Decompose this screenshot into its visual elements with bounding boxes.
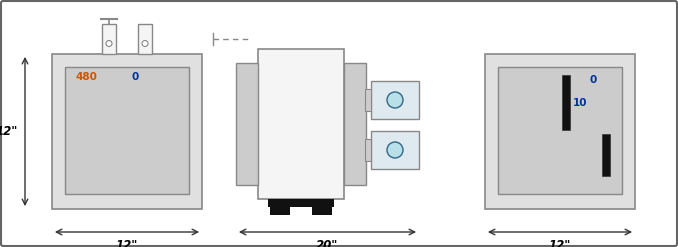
Bar [371, 131, 419, 169]
Text: 20": 20" [317, 239, 339, 247]
Text: 12": 12" [549, 239, 571, 247]
Bar [562, 75, 570, 130]
Text: 12": 12" [116, 239, 138, 247]
Circle shape [387, 142, 403, 158]
Circle shape [142, 41, 148, 46]
Bar [312, 207, 332, 215]
Circle shape [106, 41, 112, 46]
Text: 12": 12" [0, 125, 18, 138]
Bar [485, 54, 635, 209]
Bar [498, 67, 622, 194]
Text: 10: 10 [573, 98, 588, 108]
Bar [138, 24, 152, 54]
Bar [344, 63, 366, 185]
Bar [365, 89, 371, 111]
Bar [102, 24, 116, 54]
Circle shape [387, 92, 403, 108]
Bar [52, 54, 202, 209]
Bar [258, 49, 344, 199]
Bar [236, 63, 258, 185]
Bar [365, 139, 371, 161]
Bar [371, 81, 419, 119]
Text: 0: 0 [590, 75, 597, 85]
Bar [602, 134, 610, 176]
Text: 480: 480 [75, 72, 97, 82]
Bar [65, 67, 189, 194]
Bar [268, 199, 334, 207]
Text: 0: 0 [132, 72, 139, 82]
Bar [270, 207, 290, 215]
